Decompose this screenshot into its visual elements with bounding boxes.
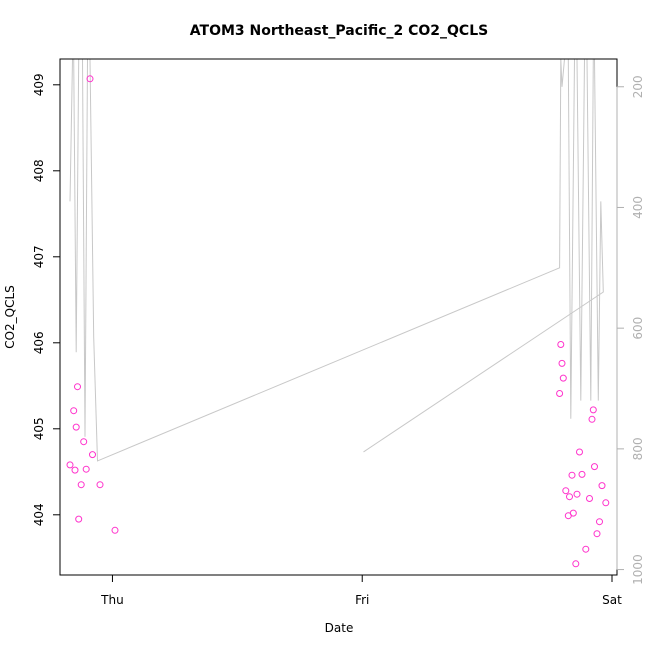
chart-title: ATOM3 Northeast_Pacific_2 CO2_QCLS [190, 23, 488, 39]
x-tick-label: Fri [355, 593, 369, 607]
data-point [77, 481, 85, 489]
data-point [75, 515, 83, 523]
right-tick-label: 400 [631, 196, 645, 219]
data-point [80, 438, 88, 446]
data-point [72, 423, 80, 431]
data-point [591, 463, 598, 471]
data-point [70, 407, 78, 415]
scatter-points [66, 75, 610, 568]
data-point [569, 509, 577, 517]
data-point [111, 526, 119, 534]
data-point [557, 341, 565, 348]
x-axis: Thu Fri Sat [100, 575, 622, 607]
right-tick-label: 600 [631, 317, 645, 340]
y-tick-label: 406 [32, 331, 46, 354]
right-tick-label: 800 [631, 437, 645, 460]
plot-frame [59, 58, 618, 576]
data-point [576, 448, 583, 456]
y-tick-label: 409 [32, 73, 46, 96]
y-axis-label: CO2_QCLS [3, 285, 17, 349]
y-axis: 404 405 406 407 408 409 [32, 73, 60, 526]
data-point [573, 490, 581, 498]
x-axis-label: Date [325, 621, 354, 635]
data-point [86, 75, 94, 83]
series-line-group [69, 58, 604, 462]
data-point [74, 383, 81, 391]
data-point [593, 530, 601, 538]
data-point [589, 406, 597, 414]
data-point [71, 466, 79, 474]
data-point [578, 470, 586, 478]
y-tick-label: 404 [32, 503, 46, 526]
right-tick-label: 1000 [631, 554, 645, 585]
right-tick-label: 200 [631, 75, 645, 98]
data-point [596, 518, 603, 526]
data-point [82, 465, 90, 473]
data-point [566, 493, 573, 501]
data-point [602, 499, 610, 507]
data-point [556, 390, 564, 397]
x-tick-label: Sat [602, 593, 622, 607]
data-point [586, 495, 593, 502]
data-point [568, 471, 576, 479]
data-point [66, 461, 74, 469]
right-axis: 200 400 600 800 1000 [616, 75, 645, 585]
y-tick-label: 405 [32, 417, 46, 440]
data-point [558, 359, 566, 367]
data-point [582, 545, 590, 553]
series-line [69, 58, 604, 462]
y-tick-label: 407 [32, 245, 46, 268]
data-point [598, 482, 606, 490]
x-tick-label: Thu [100, 593, 124, 607]
data-point [562, 487, 570, 495]
data-point [588, 415, 596, 423]
data-point [559, 374, 567, 382]
y-tick-label: 408 [32, 159, 46, 182]
data-point [89, 451, 96, 459]
data-point [96, 481, 104, 489]
data-point [572, 560, 580, 568]
